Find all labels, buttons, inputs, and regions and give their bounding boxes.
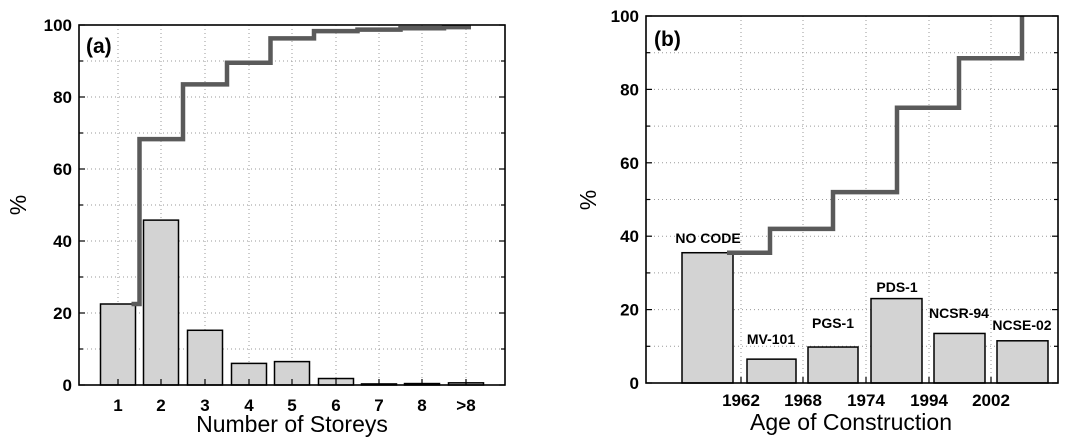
x-tick-label: 1968 xyxy=(784,391,822,410)
bar-label: PGS-1 xyxy=(812,315,854,331)
panel-label: (b) xyxy=(654,28,681,51)
x-tick-label: 1962 xyxy=(722,391,760,410)
bar xyxy=(933,332,986,384)
x-axis-label: Age of Construction xyxy=(750,409,952,435)
cumulative-line xyxy=(727,16,1025,255)
x-tick-label: 6 xyxy=(331,396,340,415)
y-tick-label: 100 xyxy=(44,16,72,35)
y-tick-label: 60 xyxy=(53,160,72,179)
y-axis-label: % xyxy=(5,195,31,215)
y-tick-label: 60 xyxy=(620,154,639,173)
x-tick-label: 1974 xyxy=(847,391,885,410)
bar-label: NCSE-02 xyxy=(992,317,1051,333)
x-tick-label: 7 xyxy=(374,396,383,415)
y-tick-label: 100 xyxy=(611,7,639,26)
bar xyxy=(681,251,734,384)
bar xyxy=(996,340,1049,384)
y-tick-label: 0 xyxy=(630,374,639,393)
bar xyxy=(186,329,224,386)
y-tick-label: 80 xyxy=(53,88,72,107)
bar-label: MV-101 xyxy=(747,331,795,347)
bar-label: NO CODE xyxy=(675,230,740,246)
x-axis-label: Number of Storeys xyxy=(196,411,388,437)
bar xyxy=(142,219,180,386)
x-tick-label: 2 xyxy=(156,396,165,415)
y-tick-label: 80 xyxy=(620,80,639,99)
bar xyxy=(746,358,797,384)
chart-panel-a: 0 20 40 60 80 100 1 2 3 4 5 6 7 8 >8 Number of Storeys%… xyxy=(5,16,506,437)
y-tick-label: 40 xyxy=(620,227,639,246)
cumulative-line xyxy=(131,24,471,307)
bar xyxy=(99,303,137,386)
chart-panel-b: 0 20 40 60 80 100 1962 1968 1974 1994 2002 NO CODE M… xyxy=(575,7,1059,435)
x-tick-label: 5 xyxy=(287,396,296,415)
bar xyxy=(807,346,859,384)
y-tick-label: 40 xyxy=(53,232,72,251)
x-tick-label: 4 xyxy=(244,396,254,415)
x-tick-label: 2002 xyxy=(972,391,1010,410)
x-tick-label: 1 xyxy=(113,396,122,415)
x-tick-label: 8 xyxy=(417,396,426,415)
bar-label: NCSR-94 xyxy=(929,305,989,321)
y-tick-label: 20 xyxy=(620,301,639,320)
x-tick-label: >8 xyxy=(456,396,475,415)
bar-label: PDS-1 xyxy=(876,279,917,295)
bar xyxy=(870,297,923,384)
panel-label: (a) xyxy=(86,35,112,58)
y-tick-label: 20 xyxy=(53,304,72,323)
y-axis-label: % xyxy=(575,190,601,210)
y-tick-label: 0 xyxy=(63,376,72,395)
x-tick-label: 1994 xyxy=(910,391,948,410)
x-tick-label: 3 xyxy=(200,396,209,415)
